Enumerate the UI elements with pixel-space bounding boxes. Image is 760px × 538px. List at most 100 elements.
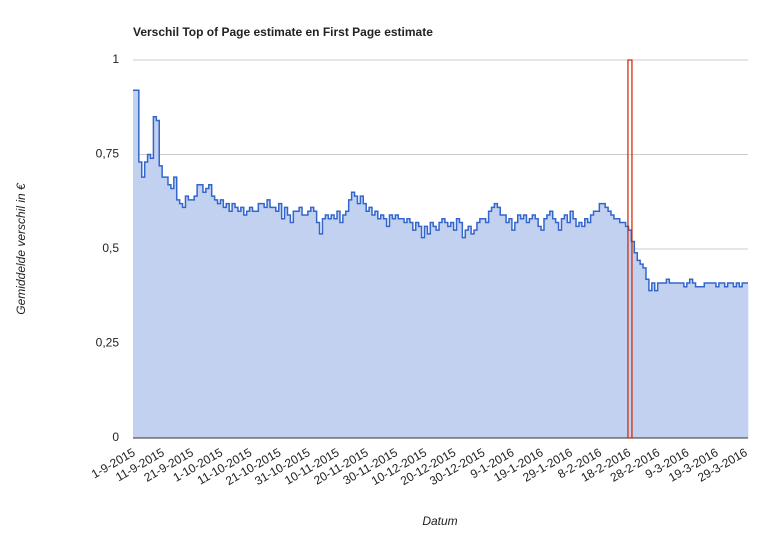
area-step	[135, 90, 140, 439]
area-step	[707, 283, 711, 438]
y-tick-label: 1	[112, 52, 119, 66]
area-step	[220, 199, 224, 438]
area-step	[444, 222, 449, 438]
area-step	[727, 283, 731, 438]
area-step	[546, 214, 551, 438]
area-step	[558, 230, 562, 438]
area-step	[226, 203, 230, 438]
area-step	[159, 165, 163, 438]
area-step	[654, 290, 658, 438]
area-step	[733, 286, 737, 438]
area-step	[363, 203, 367, 438]
area-step	[433, 226, 437, 438]
area-step	[302, 214, 306, 438]
area-step	[156, 120, 160, 438]
area-step	[561, 218, 565, 438]
area-step	[468, 226, 472, 438]
area-step	[182, 207, 186, 438]
area-step	[648, 290, 653, 438]
area-step	[721, 283, 725, 438]
area-step	[474, 230, 478, 438]
area-step	[616, 218, 621, 438]
area-step	[739, 286, 743, 438]
area-step	[555, 222, 559, 438]
area-step	[567, 222, 571, 438]
area-step	[290, 222, 294, 438]
area-step	[223, 207, 227, 438]
area-step	[724, 286, 728, 438]
area-step	[488, 211, 492, 438]
area-step	[141, 177, 145, 438]
area-step	[669, 283, 673, 438]
area-step	[494, 203, 498, 438]
area-step	[436, 230, 440, 438]
area-step	[599, 203, 603, 438]
area-step	[637, 260, 641, 438]
area-step	[293, 211, 297, 438]
area-step	[613, 218, 618, 438]
area-step	[179, 203, 183, 438]
area-step	[660, 283, 664, 438]
area-step	[736, 283, 740, 438]
area-step	[663, 283, 667, 438]
area-step	[176, 199, 180, 438]
area-step	[672, 283, 676, 438]
area-step	[526, 222, 530, 438]
area-step	[170, 188, 175, 438]
area-step	[255, 211, 259, 438]
area-step	[342, 214, 347, 438]
area-step	[319, 233, 323, 438]
area-step	[683, 286, 688, 438]
area-step	[202, 192, 207, 438]
area-step	[133, 90, 137, 439]
area-step	[520, 218, 524, 438]
area-step	[584, 218, 588, 438]
area-step	[628, 230, 632, 438]
area-step	[538, 226, 542, 438]
area-step	[430, 222, 434, 438]
area-step	[392, 218, 396, 438]
area-step	[165, 177, 169, 438]
area-step	[543, 218, 548, 438]
area-step	[398, 218, 402, 438]
area-step	[514, 222, 519, 438]
area-step	[459, 222, 463, 438]
area-step	[272, 207, 277, 438]
area-step	[631, 241, 635, 438]
area-step	[287, 214, 291, 438]
area-step	[313, 211, 317, 438]
area-step	[497, 207, 501, 438]
area-step	[541, 230, 545, 438]
area-step	[372, 214, 376, 438]
area-step	[622, 222, 626, 438]
area-step	[418, 226, 422, 438]
area-step	[491, 207, 495, 438]
area-step	[235, 207, 239, 438]
area-step	[578, 222, 583, 438]
area-step	[360, 196, 364, 438]
area-step	[217, 203, 221, 438]
area-step	[415, 222, 419, 438]
area-step	[281, 218, 285, 438]
area-step	[147, 154, 151, 438]
area-step	[549, 211, 554, 438]
area-step	[412, 230, 417, 438]
area-step	[345, 211, 349, 438]
area-step	[508, 218, 513, 438]
y-axis-title: Gemiddelde verschil in €	[14, 182, 28, 315]
area-step	[517, 214, 521, 438]
x-axis-title: Datum	[422, 514, 457, 528]
area-step	[439, 222, 443, 438]
area-step	[316, 222, 320, 438]
area-step	[500, 214, 504, 438]
area-step	[742, 283, 746, 438]
area-step	[284, 207, 288, 438]
reference-line	[627, 59, 633, 439]
area-step	[608, 211, 612, 438]
area-step	[503, 214, 507, 438]
area-step	[619, 222, 623, 438]
area-step	[506, 222, 510, 438]
area-step	[307, 211, 312, 438]
area-step	[229, 211, 233, 438]
